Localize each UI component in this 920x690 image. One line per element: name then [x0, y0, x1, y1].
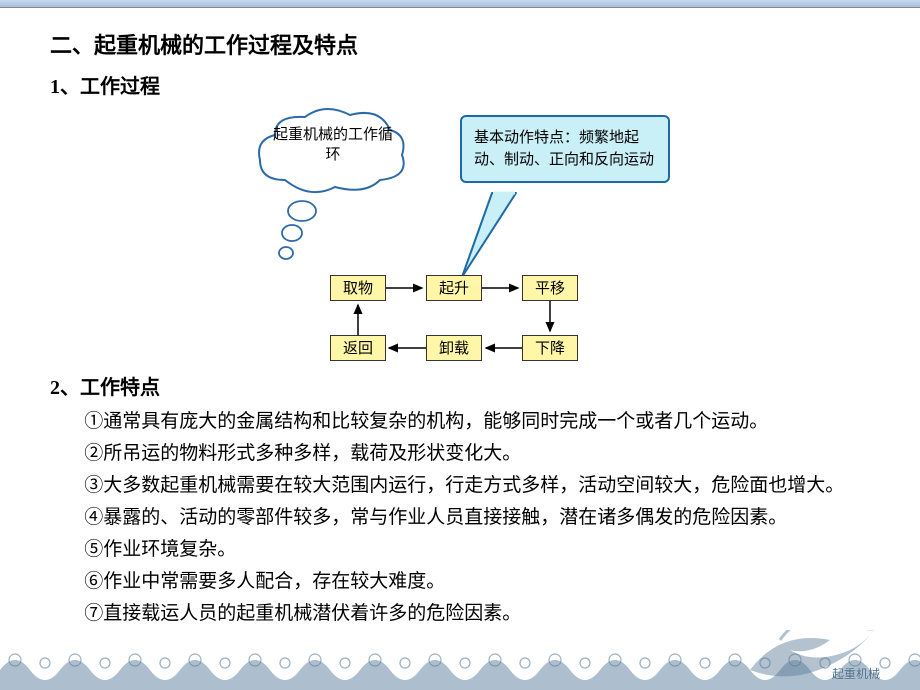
top-border-bar: [0, 0, 920, 8]
section2-label: 2、工作特点: [50, 371, 870, 400]
flow-box-top-2: 平移: [522, 275, 578, 301]
flow-box-bot-2: 下降: [522, 335, 578, 361]
flow-box-bot-1: 卸载: [426, 335, 482, 361]
feature-point-4: ④暴露的、活动的零部件较多，常与作业人员直接接触，潜在诸多偶发的危险因素。: [50, 502, 870, 534]
feature-point-1: ①通常具有庞大的金属结构和比较复杂的机构，能够同时完成一个或者几个运动。: [50, 406, 870, 438]
process-diagram: 起重机械的工作循环 基本动作特点：频繁地起动、制动、正向和反向运动: [230, 105, 690, 365]
flow-box-top-1: 起升: [426, 275, 482, 301]
flow-box-top-0: 取物: [330, 275, 386, 301]
feature-point-3: ③大多数起重机械需要在较大范围内运行，行走方式多样，活动空间较大，危险面也增大。: [50, 470, 870, 502]
feature-point-5: ⑤作业环境复杂。: [50, 534, 870, 566]
feature-points: ①通常具有庞大的金属结构和比较复杂的机构，能够同时完成一个或者几个运动。②所吊运…: [50, 406, 870, 630]
feature-point-7: ⑦直接载运人员的起重机械潜伏着许多的危险因素。: [50, 598, 870, 630]
section1-label: 1、工作过程: [50, 70, 870, 99]
footer-label: 起重机械: [832, 665, 880, 682]
feature-point-2: ②所吊运的物料形式多种多样，载荷及形状变化大。: [50, 438, 870, 470]
heading-main: 二、起重机械的工作过程及特点: [50, 28, 870, 60]
slide-content: 二、起重机械的工作过程及特点 1、工作过程 起重机械的工作循环 基本动作特点：频…: [0, 8, 920, 640]
flow-box-bot-0: 返回: [330, 335, 386, 361]
flowchart-svg: [230, 105, 690, 365]
feature-point-6: ⑥作业中常需要多人配合，存在较大难度。: [50, 566, 870, 598]
